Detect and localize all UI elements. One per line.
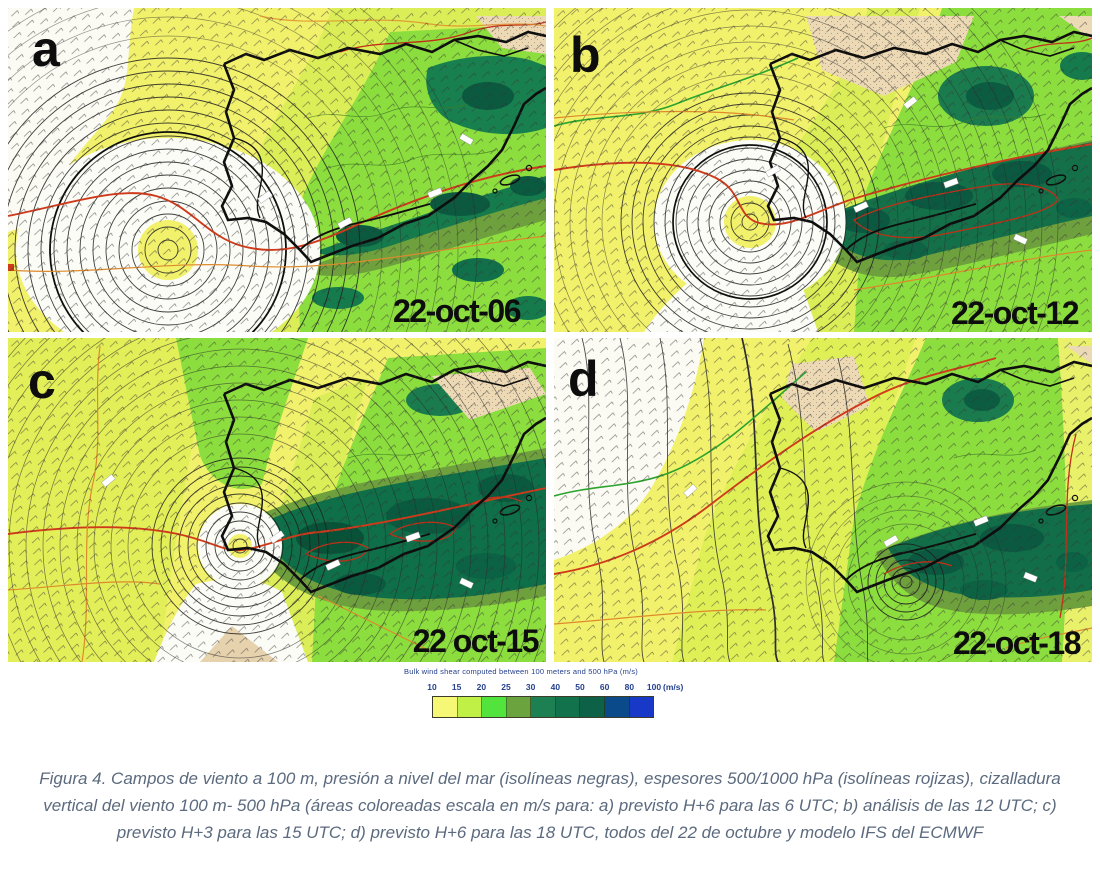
panel-b-map: b 22-oct-12 [554,8,1092,332]
legend-tick: 40 [550,682,561,692]
panel-d-map: d 22-oct-18 [554,338,1092,662]
legend-color-cell [629,697,654,717]
panel-label: a [32,21,61,77]
legend-color-cell [433,697,458,717]
legend-tick: 10 [427,682,437,692]
legend-colorbar [432,696,654,718]
legend-tick: 30 [525,682,536,692]
legend-ticks: (m/s) 10 15 20 25 30 40 50 60 80 100 [427,682,683,693]
legend-tick: 15 [451,682,462,692]
legend-tick: 100 [646,682,662,692]
panel-d: d 22-oct-18 [554,338,1092,662]
legend-color-cell [457,697,483,717]
legend-tick: 60 [599,682,610,692]
panel-c-map: c 22 oct-15 [8,338,546,662]
panel-label: d [568,351,599,407]
legend-color-cell [604,697,630,717]
panel-timestamp: 22-oct-06 [393,293,521,329]
legend-title: Bulk wind shear computed between 100 met… [404,667,638,676]
legend-color-cell [482,697,507,717]
legend-unit: (m/s) [663,682,684,692]
panel-timestamp: 22 oct-15 [413,623,539,659]
legend-color-cell [580,697,605,717]
panel-label: c [28,353,56,409]
legend-color-cell [555,697,581,717]
legend-tick: 80 [624,682,635,692]
legend-tick: 20 [476,682,487,692]
legend-tick: 50 [575,682,585,692]
panel-timestamp: 22-oct-12 [951,295,1079,331]
figure-caption: Figura 4. Campos de viento a 100 m, pres… [39,769,1061,842]
panel-label: b [570,27,601,83]
panel-a-map: a 22-oct-06 [8,8,546,332]
panel-c: c 22 oct-15 [8,338,546,662]
legend-color-cell [506,697,532,717]
legend-color-cell [531,697,556,717]
panel-timestamp: 22-oct-18 [953,625,1081,661]
panel-b: b 22-oct-12 [554,8,1092,332]
legend-tick: 25 [501,682,511,692]
panel-a: a 22-oct-06 [8,8,546,332]
